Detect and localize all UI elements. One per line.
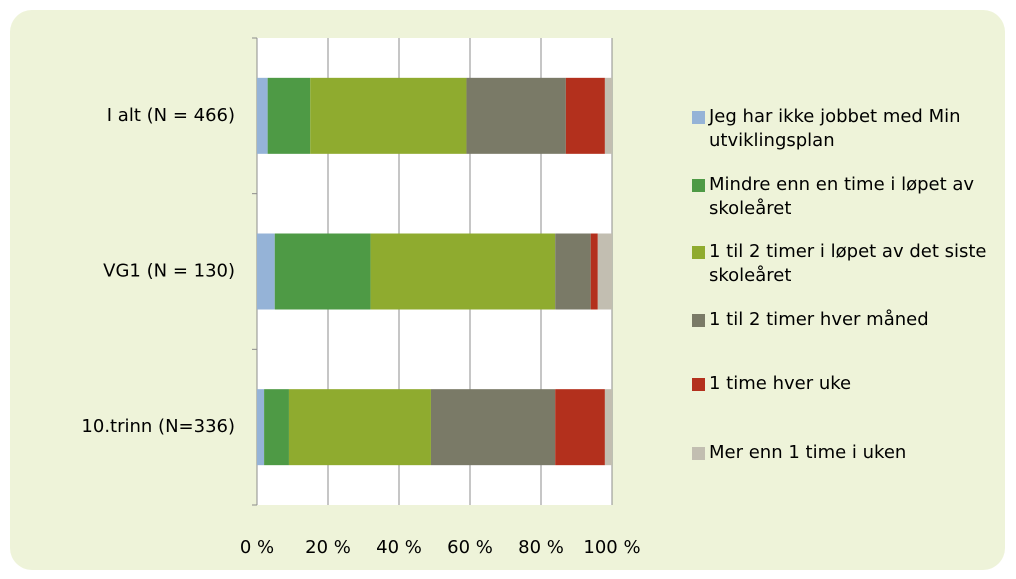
y-tick-label: I alt (N = 466) [107, 105, 235, 126]
bar-segment [257, 233, 275, 310]
y-tick-label: 10.trinn (N=336) [81, 416, 235, 437]
legend-item: Mindre enn en time i løpet av skoleåret [690, 173, 990, 221]
legend-item: 1 til 2 timer hver måned [690, 308, 990, 332]
bar-segment [604, 389, 612, 466]
y-tick-label: VG1 (N = 130) [103, 261, 235, 282]
legend-label: Mer enn 1 time i uken [709, 442, 907, 463]
bar-segment [597, 233, 612, 310]
x-tick-label: 80 % [518, 537, 564, 558]
bar-segment [257, 77, 268, 154]
legend-swatch [692, 179, 705, 192]
bar-segment [370, 233, 556, 310]
x-tick-label: 60 % [447, 537, 493, 558]
legend-label: Jeg har ikke jobbet med Min utviklingspl… [709, 106, 961, 151]
bar-segment [264, 389, 289, 466]
legend-swatch [692, 447, 705, 460]
bar-segment [590, 233, 598, 310]
bar-segment [565, 77, 605, 154]
bar-segment [555, 233, 591, 310]
legend-swatch [692, 378, 705, 391]
x-tick-label: 0 % [240, 537, 274, 558]
bar-segment [267, 77, 311, 154]
legend-item: Mer enn 1 time i uken [690, 441, 990, 465]
x-tick-label: 100 % [583, 537, 640, 558]
legend-label: 1 til 2 timer i løpet av det siste skole… [709, 241, 987, 286]
bar-segment [430, 389, 556, 466]
legend-label: Mindre enn en time i løpet av skoleåret [709, 174, 975, 219]
bar-segment [466, 77, 566, 154]
legend-label: 1 til 2 timer hver måned [709, 309, 929, 330]
bar-segment [274, 233, 371, 310]
legend-item: Jeg har ikke jobbet med Min utviklingspl… [690, 105, 990, 153]
legend-swatch [692, 314, 705, 327]
bar-segment [257, 389, 265, 466]
x-tick-label: 40 % [376, 537, 422, 558]
bar-segment [555, 389, 605, 466]
bar-segment [288, 389, 431, 466]
bar-segment [604, 77, 612, 154]
legend-item: 1 time hver uke [690, 372, 990, 396]
legend-item: 1 til 2 timer i løpet av det siste skole… [690, 240, 990, 288]
legend-swatch [692, 246, 705, 259]
bar-segment [310, 77, 467, 154]
legend-label: 1 time hver uke [709, 373, 852, 394]
x-tick-label: 20 % [305, 537, 351, 558]
legend-swatch [692, 111, 705, 124]
